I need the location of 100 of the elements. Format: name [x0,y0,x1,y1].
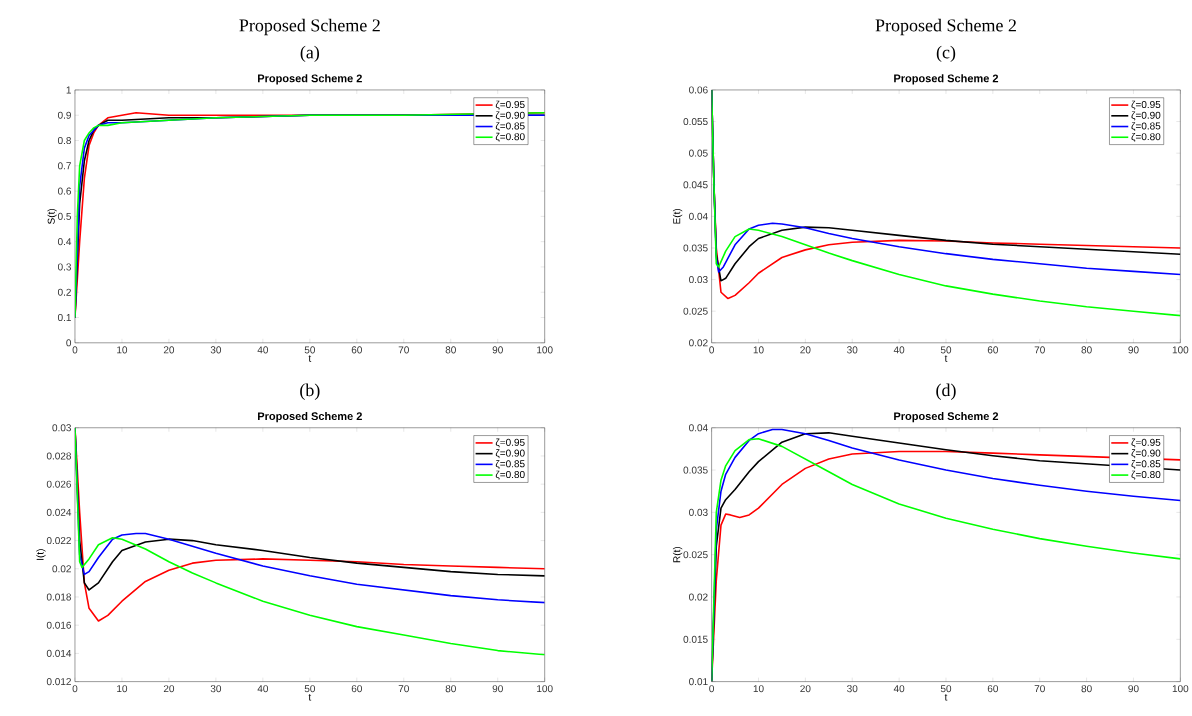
text: (b) [300,383,320,401]
x-tick-label: 10 [753,346,764,354]
x-tick-label: 80 [445,685,456,693]
x-tick-label: 20 [800,346,811,354]
y-tick-label: 0.04 [689,424,708,432]
chart-title: Proposed Scheme 2 [894,74,999,85]
x-tick-label: 100 [537,685,553,693]
chart-title: Proposed Scheme 2 [894,412,999,423]
y-tick-label: 0.3 [57,263,72,271]
legend-label: ζ=0.95 [495,100,525,110]
legend-label: ζ=0.90 [1131,449,1161,459]
text: (a) [300,46,320,63]
y-tick-label: 0.045 [683,181,708,189]
x-tick-label: 70 [398,685,409,693]
x-tick-label: 0 [72,685,78,693]
y-tick-label: 0.02 [689,593,708,601]
y-tick-label: 0.018 [46,593,72,601]
x-tick-label: 90 [1128,346,1139,354]
y-tick-label: 0.6 [57,187,72,195]
x-tick-label: 10 [117,685,128,693]
y-tick-label: 0.014 [46,650,72,658]
x-tick-label: 40 [257,346,269,354]
x-tick-label: 80 [445,346,456,354]
x-tick-label: 60 [987,346,999,354]
y-tick-label: 0.016 [46,621,72,629]
legend-label: ζ=0.95 [495,438,525,448]
text: Proposed Scheme 2 [239,19,380,36]
y-tick-label: 0.028 [46,452,72,460]
y-tick-label: 0.03 [689,509,708,517]
legend-label: ζ=0.80 [495,133,525,143]
y-tick-label: 0.8 [57,137,72,145]
legend-label: ζ=0.80 [1131,470,1161,480]
y-tick-label: 0.03 [52,424,72,432]
y-tick-label: 0.2 [57,288,71,296]
x-tick-label: 0 [72,346,78,354]
y-tick-label: 0.7 [57,162,71,170]
legend-label: ζ=0.80 [1131,133,1161,143]
y-tick-label: 0.01 [689,678,708,686]
x-tick-label: 30 [210,346,222,354]
y-tick-label: 0.1 [57,314,71,322]
legend-label: ζ=0.80 [495,470,525,480]
y-axis-title: S(t) [47,209,57,225]
x-tick-label: 80 [1081,685,1092,693]
legend-label: ζ=0.95 [1131,438,1161,448]
x-tick-label: 50 [940,346,952,354]
x-tick-label: 60 [351,346,362,354]
x-axis-title: t [944,694,948,701]
y-axis-title: I(t) [36,549,46,561]
x-tick-label: 10 [753,685,764,693]
y-tick-label: 0.055 [683,118,708,126]
y-tick-label: 0.02 [52,565,71,573]
y-axis-title: E(t) [672,209,683,224]
y-tick-label: 0.04 [689,213,708,221]
text: Proposed Scheme 2 [875,19,1016,36]
legend-label: ζ=0.85 [1131,460,1161,470]
x-tick-label: 30 [210,685,222,693]
chart-title: Proposed Scheme 2 [258,412,362,423]
y-tick-label: 0.4 [57,238,72,246]
y-tick-label: 0.026 [46,480,72,488]
x-tick-label: 90 [492,346,503,354]
y-axis-title: R(t) [672,547,683,563]
y-tick-label: 0.035 [683,466,708,474]
legend-label: ζ=0.90 [1131,111,1161,121]
x-tick-label: 60 [987,685,999,693]
y-tick-label: 0.05 [689,149,708,157]
x-tick-label: 70 [1034,685,1045,693]
x-tick-label: 80 [1081,346,1092,354]
legend-label: ζ=0.85 [1131,122,1161,132]
x-axis-title: t [308,694,312,701]
text: (d) [936,383,956,401]
legend-label: ζ=0.90 [495,449,525,459]
y-tick-label: 0.015 [683,635,708,644]
y-tick-label: 0.9 [57,111,71,119]
y-tick-label: 0.5 [57,213,72,221]
legend-label: ζ=0.95 [1131,100,1161,110]
x-tick-label: 40 [893,346,905,354]
x-tick-label: 90 [492,685,503,693]
x-tick-label: 50 [304,346,315,354]
y-tick-label: 0.02 [689,339,708,347]
x-axis-title: t [944,355,948,362]
y-tick-label: 0 [66,339,72,347]
x-axis-title: t [308,355,312,362]
x-tick-label: 70 [1034,346,1045,354]
chart-title: Proposed Scheme 2 [258,74,362,85]
legend-label: ζ=0.90 [495,111,525,121]
x-tick-label: 0 [709,346,714,354]
y-tick-label: 0.025 [683,551,708,559]
y-tick-label: 0.03 [689,276,708,284]
y-tick-label: 0.06 [689,86,708,94]
y-tick-label: 0.012 [46,678,71,686]
x-tick-label: 10 [117,346,128,354]
x-tick-label: 100 [1172,685,1189,693]
x-tick-label: 40 [257,685,269,693]
x-tick-label: 60 [351,685,362,693]
y-tick-label: 0.035 [683,244,708,252]
x-tick-label: 0 [709,685,714,693]
x-tick-label: 30 [847,685,858,693]
x-tick-label: 30 [847,346,858,354]
x-tick-label: 100 [1172,346,1189,354]
x-tick-label: 20 [163,685,175,693]
